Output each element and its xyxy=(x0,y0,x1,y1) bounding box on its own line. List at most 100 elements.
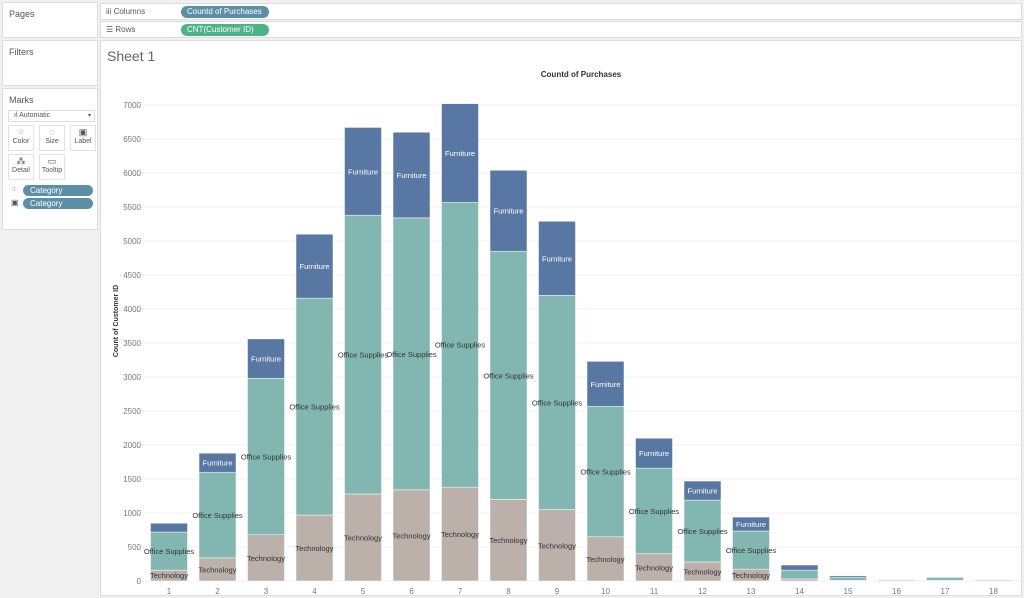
rows-pill[interactable]: CNT(Customer ID) xyxy=(181,24,269,36)
bar-segment-furniture xyxy=(538,221,576,296)
color-icon: ⁘ xyxy=(11,185,18,194)
mark-type-dropdown[interactable]: ıl Automatic ▾ xyxy=(8,110,95,122)
detail-button[interactable]: ⁂ Detail xyxy=(8,154,34,180)
bar-segment-office-supplies xyxy=(247,378,285,536)
data-label: Office Supplies xyxy=(289,403,340,412)
data-label: Furniture xyxy=(493,207,523,216)
bar-segment-office-supplies xyxy=(441,201,479,488)
data-label: Office Supplies xyxy=(192,511,243,520)
data-label: Office Supplies xyxy=(629,507,680,516)
label-icon: ▣ xyxy=(11,198,19,207)
y-tick-label: 7000 xyxy=(123,101,141,110)
marks-panel: Marks ıl Automatic ▾ ⁘ Color ◌ Size ▣ Label … xyxy=(2,88,98,230)
chart-area: Sheet 1 Countd of Purchases Count of Cus… xyxy=(100,40,1022,596)
columns-label: iii Columns xyxy=(106,7,146,16)
x-tick-label: 10 xyxy=(601,587,610,596)
x-tick-label: 2 xyxy=(215,587,220,596)
tooltip-button[interactable]: ▭ Tooltip xyxy=(39,154,65,180)
bar-segment-office-supplies xyxy=(732,530,770,570)
data-label: Office Supplies xyxy=(338,351,389,360)
y-tick-label: 5000 xyxy=(123,237,141,246)
x-tick-label: 8 xyxy=(506,587,511,596)
detail-label: Detail xyxy=(12,167,30,174)
data-label: Office Supplies xyxy=(726,546,777,555)
y-tick-label: 0 xyxy=(137,577,142,586)
y-tick-label: 2000 xyxy=(123,441,141,450)
marks-title: Marks xyxy=(9,95,34,105)
x-tick-label: 16 xyxy=(892,587,901,596)
y-tick-label: 5500 xyxy=(123,203,141,212)
category-label-pill[interactable]: Category xyxy=(23,198,93,209)
data-label: Office Supplies xyxy=(532,399,583,408)
x-tick-label: 11 xyxy=(650,587,659,596)
x-tick-label: 3 xyxy=(264,587,269,596)
bar-segment-furniture xyxy=(295,233,334,299)
bar-segment-furniture xyxy=(974,579,1013,581)
bar-segment-technology xyxy=(538,509,576,582)
y-tick-label: 500 xyxy=(128,543,142,552)
filters-panel[interactable]: Filters xyxy=(2,40,98,86)
bar-segment-office-supplies xyxy=(586,405,625,538)
data-label: Technology xyxy=(393,531,431,540)
rows-shelf[interactable]: ☰ Rows CNT(Customer ID) xyxy=(100,21,1022,38)
chevron-down-icon: ▾ xyxy=(87,113,91,119)
x-tick-label: 1 xyxy=(167,587,172,596)
data-label: Furniture xyxy=(445,149,475,158)
columns-shelf[interactable]: iii Columns Countd of Purchases xyxy=(100,3,1022,20)
bar-chart: Countd of Purchases Count of Customer ID… xyxy=(113,70,1021,596)
bar-segment-furniture xyxy=(683,480,722,501)
y-axis-label: Count of Customer ID xyxy=(113,285,120,357)
bar-segment-furniture xyxy=(150,522,188,533)
data-label: Office Supplies xyxy=(435,341,486,350)
bar-segment-office-supplies xyxy=(829,577,867,581)
color-button[interactable]: ⁘ Color xyxy=(8,125,34,151)
bar-segment-office-supplies xyxy=(780,569,819,580)
data-label: Technology xyxy=(684,567,722,576)
size-button[interactable]: ◌ Size xyxy=(39,125,65,151)
bar-segment-furniture xyxy=(926,576,964,578)
y-tick-label: 2500 xyxy=(123,407,141,416)
y-tick-label: 4500 xyxy=(123,271,141,280)
x-tick-label: 9 xyxy=(555,587,560,596)
bar-segment-office-supplies xyxy=(392,217,431,491)
y-tick-label: 4000 xyxy=(123,305,141,314)
data-label: Technology xyxy=(635,563,673,572)
data-label: Technology xyxy=(587,555,625,564)
data-label: Office Supplies xyxy=(677,527,728,536)
label-button[interactable]: ▣ Label xyxy=(70,125,96,151)
bar-segment-office-supplies xyxy=(295,297,334,516)
filters-title: Filters xyxy=(9,47,34,57)
bar-segment-furniture xyxy=(586,361,625,407)
x-tick-label: 7 xyxy=(458,587,463,596)
data-label: Office Supplies xyxy=(483,371,534,380)
bar-segment-office-supplies xyxy=(344,214,382,495)
x-tick-label: 13 xyxy=(747,587,756,596)
data-label: Technology xyxy=(247,554,285,563)
bar-segment-furniture xyxy=(780,564,819,571)
pages-panel: Pages xyxy=(2,2,98,38)
bar-segment-furniture xyxy=(877,579,916,581)
tooltip-label: Tooltip xyxy=(41,167,63,174)
bar-segment-furniture xyxy=(829,575,867,578)
x-tick-label: 4 xyxy=(312,587,317,596)
category-color-pill[interactable]: Category xyxy=(23,185,93,196)
y-tick-label: 6000 xyxy=(123,169,141,178)
bar-segment-technology xyxy=(586,536,625,582)
bar-segment-furniture xyxy=(441,103,479,203)
columns-pill[interactable]: Countd of Purchases xyxy=(181,6,269,18)
data-label: Furniture xyxy=(542,254,572,263)
data-label: Office Supplies xyxy=(144,547,195,556)
data-label: Furniture xyxy=(590,380,620,389)
pages-title: Pages xyxy=(9,9,35,19)
data-label: Furniture xyxy=(299,262,329,271)
bar-segment-technology xyxy=(344,493,382,582)
chart-title: Countd of Purchases xyxy=(541,70,622,79)
data-label: Furniture xyxy=(639,449,669,458)
label-label: Label xyxy=(74,138,92,145)
data-label: Technology xyxy=(538,541,576,550)
tooltip-icon: ▭ xyxy=(47,156,57,166)
bar-segment-furniture xyxy=(344,127,382,216)
data-label: Technology xyxy=(296,544,334,553)
bar-segment-furniture xyxy=(732,516,770,532)
data-label: Technology xyxy=(732,571,770,580)
